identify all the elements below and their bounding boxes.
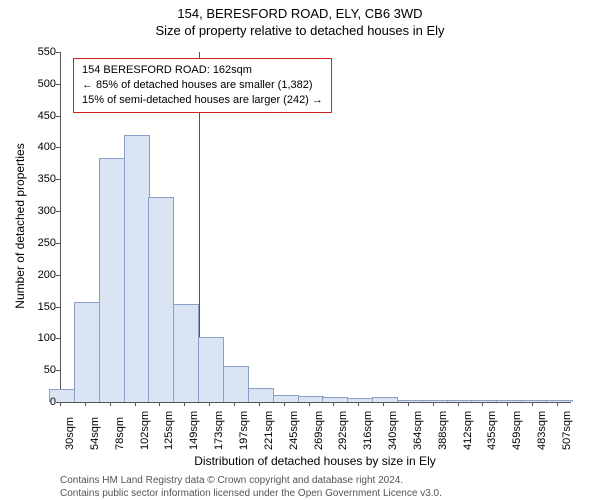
- ytick-mark: [56, 84, 60, 85]
- attribution-line-2: Contains public sector information licen…: [60, 487, 442, 500]
- ytick-label: 500: [16, 78, 56, 90]
- ytick-label: 450: [16, 110, 56, 122]
- histogram-bar: [471, 400, 497, 402]
- xtick-label: 459sqm: [511, 411, 523, 450]
- histogram-bar: [198, 337, 224, 402]
- ytick-mark: [56, 179, 60, 180]
- attribution-line-1: Contains HM Land Registry data © Crown c…: [60, 474, 442, 487]
- histogram-bar: [546, 400, 572, 402]
- xtick-mark: [309, 402, 310, 406]
- x-axis-label: Distribution of detached houses by size …: [60, 454, 570, 468]
- histogram-bar: [148, 197, 174, 402]
- histogram-bar: [223, 366, 249, 402]
- histogram-bar: [248, 388, 274, 402]
- xtick-mark: [159, 402, 160, 406]
- xtick-mark: [333, 402, 334, 406]
- xtick-label: 173sqm: [213, 411, 225, 450]
- ytick-mark: [56, 211, 60, 212]
- xtick-label: 388sqm: [437, 411, 449, 450]
- histogram-bar: [347, 398, 373, 402]
- xtick-mark: [408, 402, 409, 406]
- xtick-label: 412sqm: [462, 411, 474, 450]
- xtick-mark: [358, 402, 359, 406]
- histogram-bar: [74, 302, 100, 402]
- ytick-mark: [56, 243, 60, 244]
- xtick-label: 197sqm: [238, 411, 250, 450]
- ytick-mark: [56, 275, 60, 276]
- xtick-mark: [184, 402, 185, 406]
- xtick-mark: [284, 402, 285, 406]
- title-address: 154, BERESFORD ROAD, ELY, CB6 3WD: [0, 6, 600, 21]
- histogram-bar: [422, 400, 448, 402]
- xtick-label: 483sqm: [536, 411, 548, 450]
- histogram-bar: [521, 400, 547, 402]
- ytick-label: 200: [16, 269, 56, 281]
- histogram-bar: [496, 400, 522, 402]
- xtick-mark: [532, 402, 533, 406]
- xtick-mark: [507, 402, 508, 406]
- xtick-label: 292sqm: [337, 411, 349, 450]
- xtick-label: 269sqm: [313, 411, 325, 450]
- histogram-bar: [99, 158, 125, 402]
- ytick-mark: [56, 307, 60, 308]
- y-axis-label: Number of detached properties: [13, 126, 27, 326]
- xtick-label: 54sqm: [89, 417, 101, 450]
- xtick-label: 102sqm: [139, 411, 151, 450]
- xtick-label: 30sqm: [64, 417, 76, 450]
- xtick-label: 125sqm: [163, 411, 175, 450]
- xtick-label: 221sqm: [263, 411, 275, 450]
- xtick-label: 149sqm: [188, 411, 200, 450]
- xtick-label: 435sqm: [486, 411, 498, 450]
- ytick-mark: [56, 370, 60, 371]
- histogram-bar: [447, 400, 473, 402]
- ytick-mark: [56, 147, 60, 148]
- ytick-label: 0: [16, 396, 56, 408]
- title-subtitle: Size of property relative to detached ho…: [0, 23, 600, 38]
- ytick-label: 400: [16, 141, 56, 153]
- ytick-label: 250: [16, 237, 56, 249]
- figure: 154, BERESFORD ROAD, ELY, CB6 3WD Size o…: [0, 6, 600, 500]
- xtick-mark: [458, 402, 459, 406]
- ytick-label: 550: [16, 46, 56, 58]
- histogram-bar: [298, 396, 324, 402]
- xtick-label: 316sqm: [362, 411, 374, 450]
- xtick-mark: [557, 402, 558, 406]
- xtick-mark: [433, 402, 434, 406]
- ytick-mark: [56, 338, 60, 339]
- attribution: Contains HM Land Registry data © Crown c…: [60, 474, 442, 500]
- histogram-bar: [322, 397, 348, 402]
- ytick-mark: [56, 116, 60, 117]
- xtick-mark: [85, 402, 86, 406]
- xtick-mark: [234, 402, 235, 406]
- xtick-label: 364sqm: [412, 411, 424, 450]
- plot-area: 154 BERESFORD ROAD: 162sqm ← 85% of deta…: [60, 52, 571, 403]
- histogram-bar: [124, 135, 150, 402]
- ytick-label: 100: [16, 332, 56, 344]
- xtick-mark: [110, 402, 111, 406]
- annotation-box: 154 BERESFORD ROAD: 162sqm ← 85% of deta…: [73, 58, 332, 113]
- ytick-label: 50: [16, 364, 56, 376]
- histogram-bar: [372, 397, 398, 402]
- xtick-mark: [259, 402, 260, 406]
- ytick-mark: [56, 52, 60, 53]
- ytick-label: 300: [16, 205, 56, 217]
- annotation-line-2: ← 85% of detached houses are smaller (1,…: [82, 78, 323, 93]
- xtick-label: 340sqm: [387, 411, 399, 450]
- annotation-line-1: 154 BERESFORD ROAD: 162sqm: [82, 63, 323, 78]
- xtick-label: 78sqm: [114, 417, 126, 450]
- xtick-label: 507sqm: [561, 411, 573, 450]
- xtick-mark: [209, 402, 210, 406]
- xtick-mark: [482, 402, 483, 406]
- xtick-mark: [383, 402, 384, 406]
- histogram-bar: [273, 395, 299, 402]
- annotation-line-3: 15% of semi-detached houses are larger (…: [82, 93, 323, 108]
- xtick-label: 245sqm: [288, 411, 300, 450]
- ytick-label: 350: [16, 173, 56, 185]
- xtick-mark: [60, 402, 61, 406]
- xtick-mark: [135, 402, 136, 406]
- ytick-label: 150: [16, 301, 56, 313]
- histogram-bar: [397, 400, 423, 402]
- histogram-bar: [173, 304, 199, 402]
